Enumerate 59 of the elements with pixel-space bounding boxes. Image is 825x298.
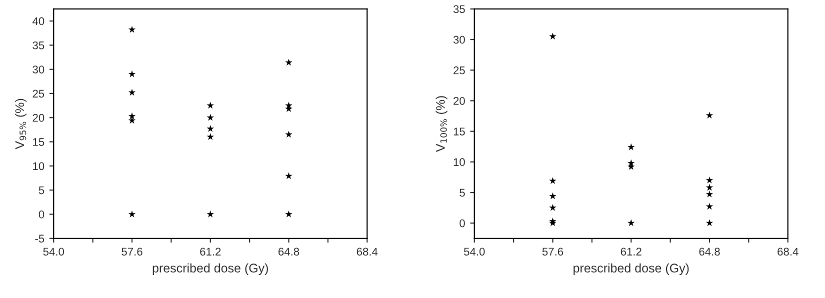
x-tick-label: 68.4	[356, 248, 378, 256]
point	[285, 58, 292, 66]
y-tick-label: 5	[460, 188, 465, 197]
y-tick-label: 35	[453, 5, 465, 14]
x-tick-label: 57.6	[542, 248, 564, 256]
point	[549, 32, 556, 40]
y-tick-label: 10	[454, 158, 465, 166]
point	[128, 116, 136, 124]
point	[128, 88, 136, 96]
y-tick-label: 25	[32, 90, 44, 98]
point	[128, 210, 136, 218]
point	[206, 210, 214, 218]
x-tick-label: 54.0	[464, 248, 485, 256]
y-tick-label: 15	[454, 128, 465, 136]
y-tick-label: 0	[460, 219, 465, 228]
point	[206, 114, 214, 121]
y-tick-label: 0	[38, 210, 44, 218]
x-tick-label: 54.0	[43, 248, 64, 256]
x-axis-title: prescribed dose (Gy)	[574, 263, 689, 275]
y-axis-title: V$_{95%}$ (%)	[14, 98, 27, 150]
point	[285, 210, 292, 218]
point	[206, 133, 214, 140]
point	[206, 102, 214, 109]
point	[549, 204, 556, 211]
y-tick-label: 10	[33, 162, 44, 170]
y-tick-label: -5	[35, 234, 44, 243]
y-axis-title: V$_{100%}$ (%)	[436, 96, 448, 152]
x-tick-label: 61.2	[200, 248, 221, 256]
point	[206, 124, 214, 132]
point	[128, 26, 136, 33]
x-tick-label: 64.8	[699, 248, 720, 256]
point	[549, 192, 556, 200]
y-tick-label: 15	[33, 138, 44, 146]
y-tick-label: 5	[38, 186, 44, 194]
point	[285, 172, 292, 180]
y-tick-label: 30	[32, 66, 44, 74]
y-tick-label: 40	[32, 17, 44, 26]
x-tick-label: 57.6	[122, 248, 142, 256]
y-tick-label: 25	[454, 66, 465, 74]
point	[706, 219, 714, 226]
point	[285, 130, 292, 138]
point	[706, 202, 714, 210]
point	[549, 177, 556, 184]
point	[628, 219, 635, 226]
y-tick-label: 20	[454, 96, 465, 105]
x-tick-label: 64.8	[278, 248, 300, 256]
point	[128, 112, 136, 120]
point	[706, 184, 714, 191]
x-axis-title: prescribed dose (Gy)	[152, 263, 268, 275]
point	[628, 143, 635, 150]
y-tick-label: 35	[32, 41, 44, 50]
point	[706, 190, 714, 198]
x-tick-label: 68.4	[778, 248, 798, 256]
y-tick-label: 20	[32, 114, 44, 122]
point	[706, 176, 714, 184]
x-tick-label: 61.2	[620, 248, 642, 256]
point	[706, 112, 714, 118]
y-tick-label: 30	[453, 36, 465, 44]
point	[128, 70, 136, 78]
